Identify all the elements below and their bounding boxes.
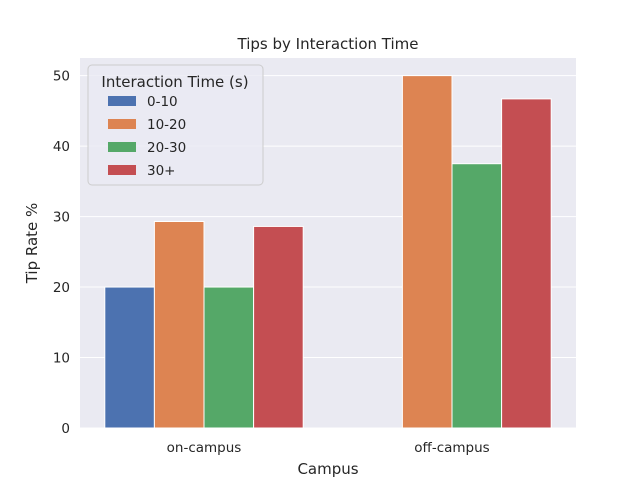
- x-tick-label: off-campus: [414, 440, 489, 456]
- bars: [104, 75, 552, 429]
- bar-off-campus-10-20: [401, 75, 453, 429]
- bar-on-campus-30+: [253, 225, 304, 429]
- y-tick-label: 30: [53, 210, 70, 226]
- legend-label: 30+: [147, 163, 176, 179]
- legend-frame: [87, 64, 264, 186]
- y-tick-label: 50: [53, 69, 70, 85]
- legend-items: 0-10 10-20 20-30 30+: [108, 94, 186, 179]
- legend-swatch: [108, 165, 136, 175]
- bar-off-campus-30+: [501, 98, 552, 429]
- y-ticks: 0 10 20 30 40 50: [53, 69, 70, 437]
- x-axis-label: Campus: [297, 460, 358, 478]
- bar-on-campus-0-10: [104, 286, 155, 429]
- legend-label: 0-10: [147, 94, 178, 110]
- y-tick-label: 10: [53, 351, 70, 367]
- x-ticks: on-campus off-campus: [167, 440, 490, 456]
- bar-off-campus-20-30: [451, 163, 503, 429]
- legend-label: 10-20: [147, 117, 186, 133]
- legend-title: Interaction Time (s): [101, 73, 248, 91]
- x-tick-label: on-campus: [167, 440, 242, 456]
- y-tick-label: 0: [61, 421, 70, 437]
- bar-on-campus-10-20: [153, 221, 205, 429]
- y-tick-label: 20: [53, 280, 70, 296]
- legend-swatch: [108, 119, 136, 129]
- legend: Interaction Time (s) 0-10 10-20 20-30 30+: [87, 64, 264, 186]
- chart-title: Tips by Interaction Time: [237, 35, 419, 53]
- legend-swatch: [108, 142, 136, 152]
- y-axis-label: Tip Rate %: [23, 203, 41, 285]
- y-tick-label: 40: [53, 139, 70, 155]
- bar-on-campus-20-30: [203, 286, 255, 429]
- legend-label: 20-30: [147, 140, 186, 156]
- legend-swatch: [108, 96, 136, 106]
